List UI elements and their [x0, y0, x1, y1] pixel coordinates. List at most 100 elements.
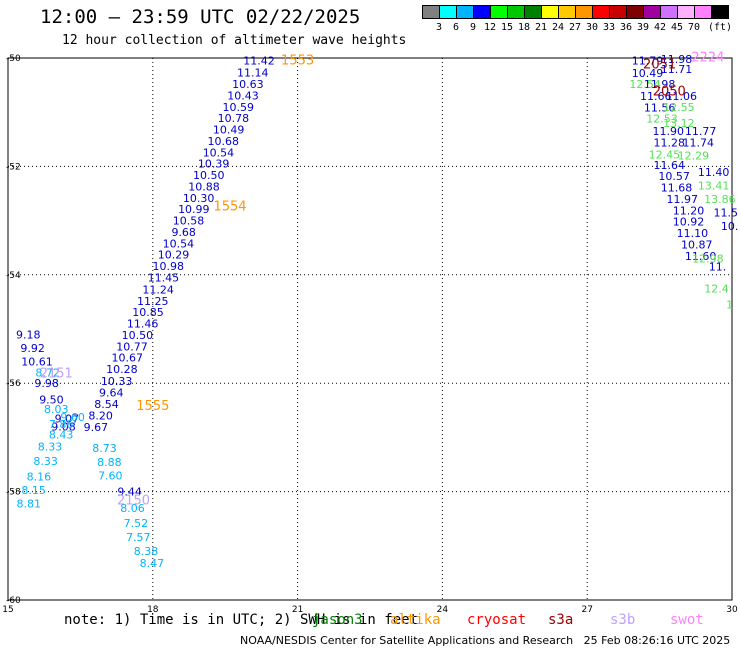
wave-height-value: 9.44	[117, 486, 142, 499]
wave-height-value: 10.85	[132, 306, 164, 319]
x-tick-label: 27	[581, 605, 592, 612]
wave-height-value: 10.50	[193, 169, 225, 182]
wave-height-value: 10.33	[101, 375, 133, 388]
legend-label: 15	[500, 22, 514, 33]
y-tick-label: -56	[6, 379, 21, 389]
satellite-label-altika: altika	[390, 612, 441, 628]
wave-height-value: 10.49	[213, 124, 245, 137]
legend-label: 45	[670, 22, 684, 33]
legend-label: 21	[534, 22, 548, 33]
wave-height-value: 10.99	[178, 203, 210, 216]
wave-height-value: 8.33	[38, 441, 63, 454]
legend-label: 18	[517, 22, 531, 33]
wave-height-value: 9.60	[60, 411, 85, 424]
wave-height-value: 12.53	[646, 113, 678, 126]
wave-height-value: 11.56	[644, 101, 676, 114]
satellite-label-cryosat: cryosat	[467, 612, 527, 628]
wave-height-value: 11.42	[243, 55, 275, 68]
wave-height-value: 10.98	[152, 260, 184, 273]
wave-height-value: 11.20	[673, 204, 705, 217]
wave-height-value: 8.38	[134, 545, 159, 558]
wave-height-value: 10.43	[227, 89, 259, 102]
wave-height-value: 8.16	[27, 470, 52, 483]
wave-height-value: 13.12	[663, 117, 695, 130]
x-tick-label: 21	[292, 605, 303, 612]
wave-height-value: 8.33	[33, 455, 58, 468]
satellite-label-swot: swot	[670, 612, 704, 628]
wave-height-value: 10.87	[681, 238, 713, 251]
wave-height-value: 12.45	[649, 148, 681, 161]
chart-subtitle: 12 hour collection of altimeter wave hei…	[62, 33, 407, 48]
y-tick-label: -50	[6, 54, 21, 64]
footer-note: note: 1) Time is in UTC; 2) SWH is in fe…	[64, 612, 419, 628]
legend-label: 39	[636, 22, 650, 33]
y-tick-label: -58	[6, 488, 21, 498]
wave-height-value: 9.67	[84, 421, 109, 434]
wave-height-value: 11.46	[127, 318, 159, 331]
wave-height-value: 10.68	[208, 135, 240, 148]
wave-height-value: 11.97	[667, 193, 699, 206]
wave-height-value: 12.55	[663, 101, 695, 114]
y-tick-label: -60	[6, 596, 21, 606]
x-tick-label: 24	[437, 605, 449, 612]
legend-label: 30	[585, 22, 599, 33]
wave-height-value: 10.88	[188, 180, 220, 193]
wave-height-value: 11.	[709, 261, 727, 274]
wave-height-value: 10.54	[203, 146, 235, 159]
wave-height-value: 10.78	[218, 112, 250, 125]
wave-height-value: 10.92	[673, 216, 705, 229]
legend-swatch	[711, 5, 729, 19]
wave-height-value: 13.86	[704, 193, 736, 206]
satellite-label-jason3: jason3	[312, 612, 363, 628]
wave-height-value: 11.68	[661, 182, 693, 195]
pass-number-label: 2150	[117, 494, 150, 509]
wave-height-value: 8.88	[97, 456, 122, 469]
wave-height-value: 11.45	[148, 272, 180, 285]
wave-height-plot: 15 18 21 24 27 30 -50 -52 -54 -56 -58 -60 11.4211.14…	[2, 50, 739, 612]
wave-height-value: 11.77	[685, 125, 717, 138]
wave-height-value: 7.60	[98, 469, 123, 482]
plot-frame	[7, 57, 733, 601]
wave-height-value: 10.54	[163, 237, 195, 250]
wave-height-value: 10.29	[158, 249, 190, 262]
wave-height-value: 11.66	[640, 90, 672, 103]
wave-height-value: 13.41	[698, 179, 730, 192]
wave-height-value: 12.54	[629, 78, 661, 91]
wave-height-value: 10.39	[198, 158, 230, 171]
y-tick-label: -54	[6, 271, 21, 281]
wave-height-value: 7.57	[126, 531, 151, 544]
wave-height-value: 11.90	[653, 125, 685, 138]
legend-label: 42	[653, 22, 667, 33]
pass-number-label: 2051	[643, 57, 676, 72]
wave-height-value: 11.71	[661, 63, 693, 76]
wave-height-value: 10.30	[183, 192, 215, 205]
wave-height-value: 9.92	[20, 342, 45, 355]
wave-height-value: 11.98	[644, 78, 676, 91]
pass-number-label: 2224	[691, 50, 724, 65]
wave-height-value: 11.40	[698, 166, 730, 179]
wave-height-value: 9.50	[39, 393, 64, 406]
wave-height-value: 12.4	[704, 282, 729, 295]
wave-height-value: 8.73	[92, 442, 117, 455]
wave-height-value: 8.54	[94, 398, 119, 411]
wave-height-value: 12.29	[678, 150, 710, 163]
wave-height-value: 9.98	[34, 377, 59, 390]
wave-height-value: 8.20	[88, 410, 113, 423]
wave-height-value: 10.59	[222, 101, 254, 114]
pass-number-label: 2151	[40, 366, 73, 381]
wave-height-value: 10.49	[632, 67, 664, 80]
x-tick-label: 18	[147, 605, 159, 612]
wave-height-value: 10.	[721, 220, 739, 233]
legend-label: 36	[619, 22, 633, 33]
wave-height-value: 9.68	[171, 226, 196, 239]
wave-height-value: 10.50	[122, 329, 154, 342]
wave-height-value: 11.28	[654, 137, 686, 150]
legend-unit: (ft)	[708, 22, 733, 33]
wave-height-value: 11.10	[677, 227, 709, 240]
satellite-label-s3b: s3b	[610, 612, 636, 628]
wave-height-value: 11.5	[713, 206, 738, 219]
wave-height-value: 8.03	[44, 403, 69, 416]
wave-height-value: 10.57	[658, 170, 690, 183]
legend-label: 3	[435, 22, 443, 33]
wave-height-value: 11.25	[137, 295, 169, 308]
